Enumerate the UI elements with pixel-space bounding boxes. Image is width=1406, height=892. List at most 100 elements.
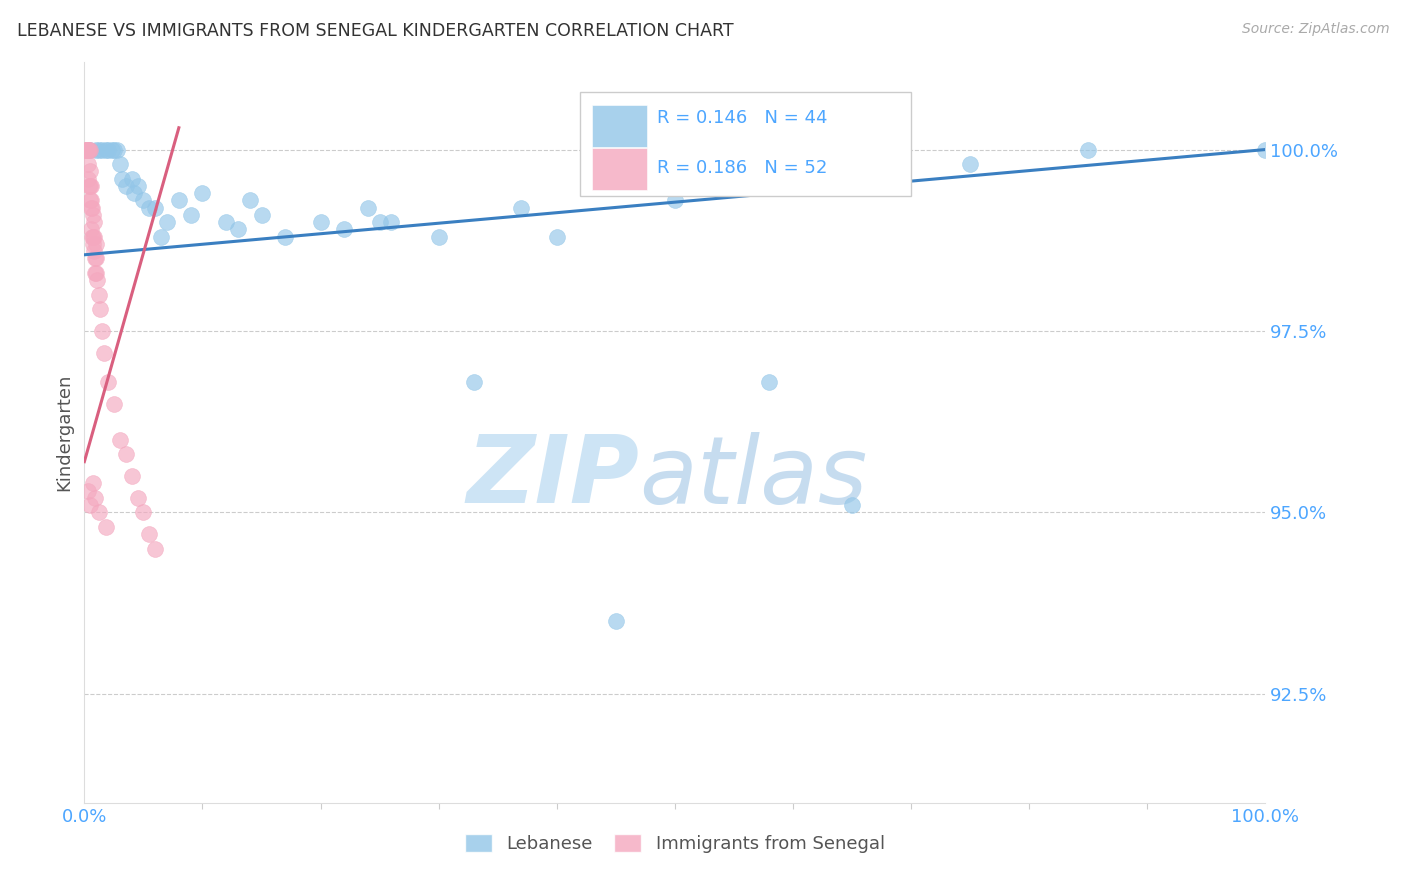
Point (89, 302, 111, 317)
Point (138, 201, 160, 215)
Point (84, 266, 107, 280)
Point (94, 143, 117, 157)
Point (82, 229, 104, 244)
Point (75, 143, 97, 157)
Point (80, 222, 103, 236)
Point (83, 229, 105, 244)
Point (76, 143, 98, 157)
Text: atlas: atlas (640, 432, 868, 523)
Point (91, 143, 114, 157)
Point (121, 469, 143, 483)
Point (143, 541, 166, 556)
Point (77, 483, 100, 498)
Point (97, 143, 120, 157)
Point (87, 143, 110, 157)
Point (239, 194, 262, 208)
Point (82, 236, 104, 251)
Point (463, 375, 485, 389)
Point (156, 215, 179, 229)
Point (132, 506, 155, 520)
Point (114, 447, 136, 461)
Point (84, 236, 107, 251)
Point (84, 143, 107, 157)
Y-axis label: Kindergarten: Kindergarten (55, 374, 73, 491)
Point (250, 208, 273, 222)
Point (333, 222, 356, 236)
Point (82, 476, 104, 491)
Point (368, 215, 391, 229)
Text: R = 0.186   N = 52: R = 0.186 N = 52 (657, 159, 828, 177)
Point (79, 498, 101, 512)
Point (87, 287, 110, 301)
Point (122, 186, 145, 200)
Point (357, 201, 380, 215)
Point (127, 491, 149, 505)
FancyBboxPatch shape (592, 105, 647, 147)
Point (86, 273, 108, 287)
Point (77, 157, 100, 171)
Point (82, 208, 104, 222)
FancyBboxPatch shape (581, 92, 911, 195)
Point (605, 615, 627, 629)
Point (380, 215, 402, 229)
Legend: Lebanese, Immigrants from Senegal: Lebanese, Immigrants from Senegal (457, 827, 893, 861)
Point (167, 194, 190, 208)
Point (127, 178, 149, 193)
Text: LEBANESE VS IMMIGRANTS FROM SENEGAL KINDERGARTEN CORRELATION CHART: LEBANESE VS IMMIGRANTS FROM SENEGAL KIND… (17, 22, 734, 40)
Point (83, 215, 105, 229)
Point (959, 157, 981, 171)
Point (80, 201, 103, 215)
Point (84, 252, 107, 266)
Point (758, 375, 780, 389)
Point (226, 222, 249, 236)
Point (79, 143, 101, 157)
Point (94, 520, 117, 534)
Point (1254, 143, 1277, 157)
Point (215, 215, 238, 229)
Text: Source: ZipAtlas.com: Source: ZipAtlas.com (1241, 22, 1389, 37)
Point (143, 201, 166, 215)
Text: R = 0.146   N = 44: R = 0.146 N = 44 (657, 109, 828, 127)
Point (100, 143, 122, 157)
Point (87, 506, 110, 520)
Point (91, 324, 114, 338)
Point (103, 396, 125, 410)
Point (114, 178, 136, 193)
Point (84, 252, 107, 266)
Point (79, 194, 101, 208)
Point (108, 433, 131, 447)
Point (510, 201, 533, 215)
Point (84, 491, 107, 505)
Point (121, 171, 143, 186)
Point (80, 178, 103, 193)
Point (150, 229, 173, 244)
Point (84, 266, 107, 280)
Point (107, 143, 129, 157)
Point (103, 143, 125, 157)
Point (1077, 143, 1099, 157)
Point (191, 186, 214, 200)
Point (108, 157, 131, 171)
Point (79, 143, 101, 157)
Text: ZIP: ZIP (467, 431, 640, 523)
Point (75, 143, 97, 157)
Point (180, 208, 202, 222)
Point (77, 143, 100, 157)
Point (80, 201, 103, 215)
Point (274, 229, 297, 244)
Point (546, 229, 568, 244)
Point (79, 164, 101, 178)
Point (76, 143, 98, 157)
Point (77, 143, 100, 157)
Point (132, 194, 155, 208)
Point (80, 194, 103, 208)
Point (80, 229, 103, 244)
FancyBboxPatch shape (592, 148, 647, 190)
Point (77, 171, 100, 186)
Point (77, 143, 100, 157)
Point (83, 244, 105, 259)
Point (76, 143, 98, 157)
Point (93, 345, 115, 359)
Point (111, 171, 134, 186)
Point (427, 229, 450, 244)
